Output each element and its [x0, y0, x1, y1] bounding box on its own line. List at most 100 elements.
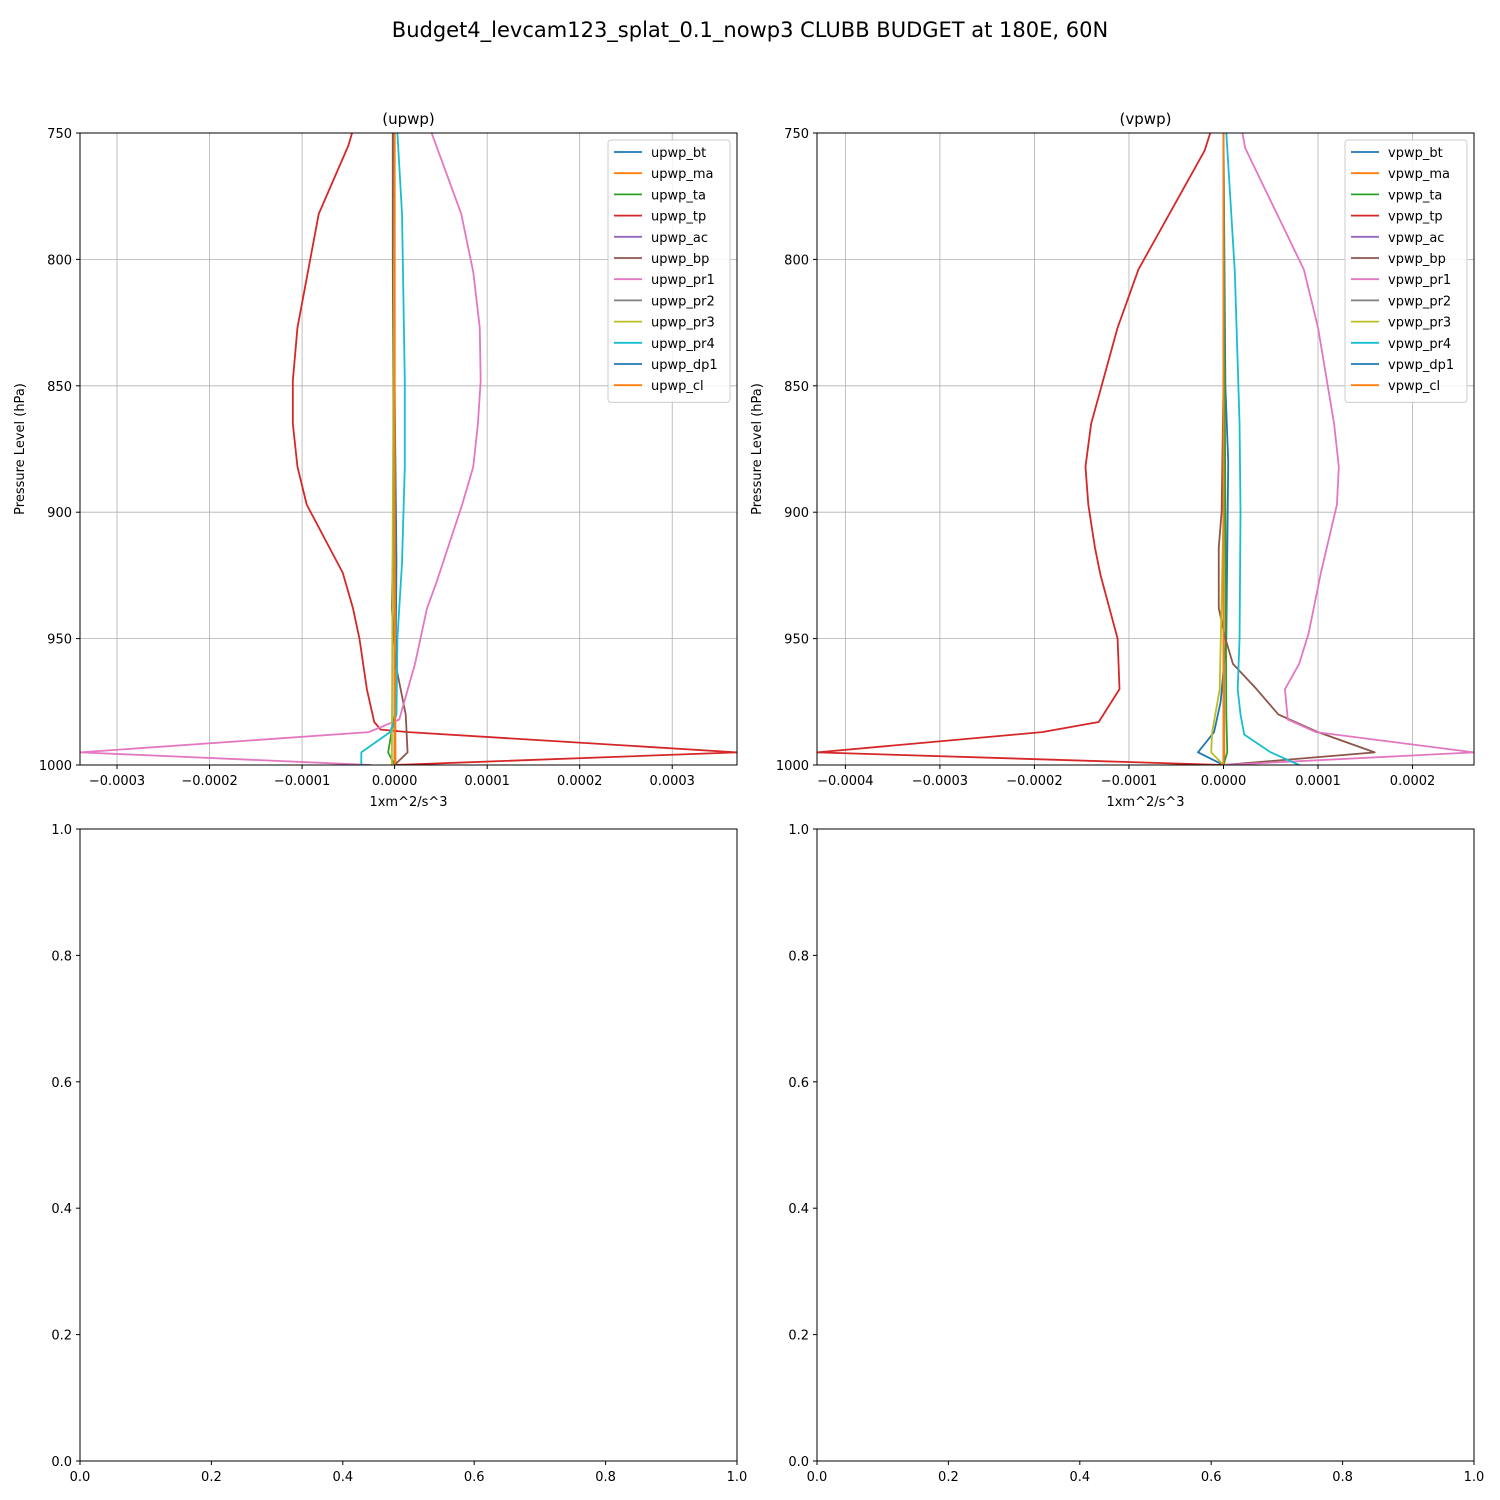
x-tick-label: 0.0001 [1295, 774, 1341, 789]
x-tick-label: 0.0 [807, 1470, 828, 1485]
x-tick-label: 0.8 [595, 1470, 616, 1485]
x-tick-label: 0.0003 [649, 774, 695, 789]
x-tick-label: −0.0004 [817, 774, 873, 789]
y-tick-label: 0.4 [788, 1202, 809, 1217]
legend-item-label: vpwp_bp [1388, 252, 1446, 267]
x-axis-label: 1xm^2/s^3 [1106, 795, 1184, 810]
figure-title: Budget4_levcam123_splat_0.1_nowp3 CLUBB … [392, 18, 1108, 43]
x-tick-label: −0.0003 [89, 774, 145, 789]
y-axis-label: Pressure Level (hPa) [13, 383, 28, 515]
legend-item-label: upwp_ta [651, 188, 706, 203]
legend-item-label: upwp_pr2 [651, 294, 715, 309]
axes-frame [816, 132, 1475, 766]
legend-item-label: vpwp_pr1 [1388, 273, 1451, 288]
y-tick-label: 750 [47, 127, 72, 142]
x-tick-label: 0.0002 [1390, 774, 1436, 789]
x-tick-label: 0.6 [1201, 1470, 1222, 1485]
legend-item-label: upwp_ma [651, 167, 714, 182]
chart-panel-3: 0.0 0.2 0.4 0.6 0.8 1.0 0.0 0.2 0.4 0.6 0.8 1.0 [51, 823, 747, 1485]
legend-item-label: upwp_ac [651, 231, 708, 246]
x-tick-label: −0.0002 [1006, 774, 1062, 789]
x-tick-label: −0.0003 [912, 774, 968, 789]
y-tick-label: 950 [47, 633, 72, 648]
x-tick-label: 0.2 [938, 1470, 959, 1485]
x-tick-label: 0.0000 [372, 774, 418, 789]
axes-frame [79, 828, 738, 1462]
series-line-upwp_pr1 [80, 133, 482, 765]
x-tick-label: −0.0001 [274, 774, 330, 789]
x-tick-label: 1.0 [1464, 1470, 1485, 1485]
chart-title: (vpwp) [1120, 110, 1172, 128]
legend-item-label: upwp_bp [651, 252, 709, 267]
legend-item-label: vpwp_dp1 [1388, 358, 1454, 373]
x-tick-label: 0.0002 [557, 774, 603, 789]
legend-item-label: upwp_tp [651, 210, 706, 225]
y-tick-label: 900 [784, 506, 809, 521]
axes-frame [79, 132, 738, 766]
legend-item-label: vpwp_ac [1388, 231, 1444, 246]
legend: vpwp_bt vpwp_ma vpwp_ta vpwp_tp vpwp_ac vpwp_… [1344, 139, 1468, 403]
legend-item-label: upwp_bt [651, 146, 706, 161]
chart-panel-2: −0.0004 −0.0003 −0.0002 −0.0001 0.0000 0.0001… [750, 110, 1475, 810]
legend-item-label: vpwp_cl [1388, 379, 1440, 394]
y-tick-label: 0.6 [788, 1076, 809, 1091]
y-tick-label: 850 [784, 380, 809, 395]
legend-box [1344, 139, 1468, 403]
x-tick-label: 1.0 [727, 1470, 748, 1485]
y-tick-label: 800 [47, 253, 72, 268]
y-tick-label: 900 [47, 506, 72, 521]
series-line-upwp_pr4 [360, 133, 406, 765]
legend-item-label: vpwp_pr4 [1388, 337, 1451, 352]
series-line-vpwp_pr1 [1223, 133, 1474, 765]
legend-item-label: vpwp_pr3 [1388, 316, 1451, 331]
y-tick-label: 850 [47, 380, 72, 395]
series-group [80, 133, 737, 765]
x-tick-label: 0.4 [332, 1470, 353, 1485]
y-tick-label: 1000 [39, 759, 72, 774]
x-tick-label: 0.8 [1332, 1470, 1353, 1485]
x-tick-label: 0.4 [1069, 1470, 1090, 1485]
legend-item-label: vpwp_bt [1388, 146, 1443, 161]
legend-item-label: vpwp_ma [1388, 167, 1450, 182]
y-axis-label: Pressure Level (hPa) [750, 383, 765, 515]
series-group [817, 133, 1474, 765]
y-tick-label: 0.8 [788, 949, 809, 964]
chart-panel-4: 0.0 0.2 0.4 0.6 0.8 1.0 0.0 0.2 0.4 0.6 0.8 1.0 [788, 823, 1484, 1485]
chart-title: (upwp) [382, 110, 435, 128]
legend-box [607, 139, 731, 403]
x-tick-label: 0.6 [464, 1470, 485, 1485]
y-tick-label: 1000 [776, 759, 809, 774]
x-tick-label: 0.0001 [464, 774, 510, 789]
y-tick-label: 0.2 [788, 1329, 809, 1344]
y-tick-label: 0.8 [51, 949, 72, 964]
y-tick-label: 950 [784, 633, 809, 648]
y-tick-label: 0.4 [51, 1202, 72, 1217]
series-line-vpwp_bp [1217, 133, 1376, 765]
x-tick-label: 0.2 [201, 1470, 222, 1485]
y-tick-label: 0.0 [788, 1455, 809, 1470]
legend-item-label: vpwp_ta [1388, 188, 1442, 203]
y-tick-label: 0.6 [51, 1076, 72, 1091]
chart-panel-1: −0.0003 −0.0002 −0.0001 0.0000 0.0001 0.0002 0… [13, 110, 738, 810]
y-tick-label: 0.0 [51, 1455, 72, 1470]
legend-item-label: upwp_pr4 [651, 337, 715, 352]
x-tick-label: −0.0002 [181, 774, 237, 789]
series-line-vpwp_pr4 [1225, 133, 1300, 765]
legend-item-label: upwp_cl [651, 379, 704, 394]
y-tick-label: 1.0 [788, 823, 809, 838]
legend-item-label: upwp_pr1 [651, 273, 715, 288]
axes-frame [816, 828, 1475, 1462]
legend-item-label: vpwp_pr2 [1388, 294, 1451, 309]
legend-item-label: upwp_pr3 [651, 316, 715, 331]
y-tick-label: 750 [784, 127, 809, 142]
y-tick-label: 1.0 [51, 823, 72, 838]
legend: upwp_bt upwp_ma upwp_ta upwp_tp upwp_ac upwp_… [607, 139, 731, 403]
x-tick-label: 0.0 [70, 1470, 91, 1485]
series-line-vpwp_ta [1222, 133, 1229, 765]
y-tick-label: 0.2 [51, 1329, 72, 1344]
x-tick-label: 0.0000 [1201, 774, 1247, 789]
y-tick-label: 800 [784, 253, 809, 268]
legend-item-label: vpwp_tp [1388, 210, 1443, 225]
x-tick-label: −0.0001 [1101, 774, 1157, 789]
